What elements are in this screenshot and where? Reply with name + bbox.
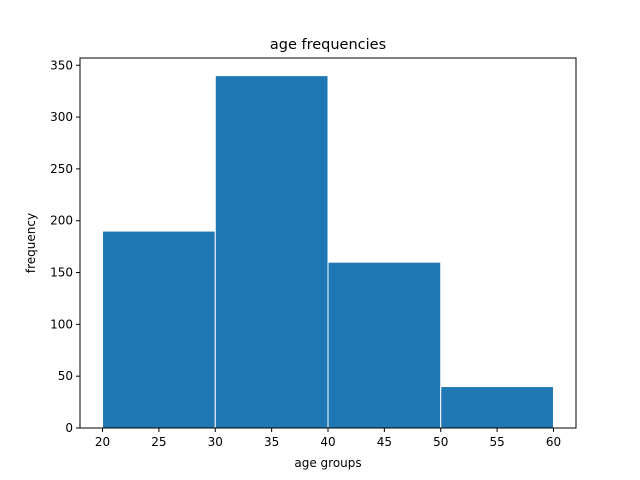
y-tick-label: 150 (50, 266, 73, 280)
x-axis-ticks: 20 25 30 35 40 45 50 55 60 (95, 428, 561, 449)
y-axis-ticks: 0 50 100 150 200 250 300 350 (50, 58, 80, 435)
x-tick-label: 20 (95, 435, 110, 449)
y-tick-label: 50 (58, 369, 73, 383)
y-tick-label: 0 (65, 421, 73, 435)
x-tick-label: 40 (320, 435, 335, 449)
x-axis-label: age groups (294, 456, 361, 470)
bars-group (102, 75, 554, 429)
bar-30-40 (214, 75, 329, 429)
x-tick-label: 35 (264, 435, 279, 449)
bar-40-50 (327, 261, 442, 429)
x-tick-label: 30 (208, 435, 223, 449)
plot-frame (79, 57, 577, 429)
x-tick-label: 45 (377, 435, 392, 449)
y-tick-label: 200 (50, 214, 73, 228)
x-tick-label: 55 (489, 435, 504, 449)
y-tick-label: 350 (50, 58, 73, 72)
bar-50-60 (440, 386, 554, 429)
y-tick-label: 300 (50, 110, 73, 124)
x-tick-label: 60 (546, 435, 561, 449)
chart-title: age frequencies (270, 37, 386, 53)
y-axis-label: frequency (24, 213, 38, 273)
y-tick-label: 250 (50, 162, 73, 176)
bar-20-30 (102, 230, 216, 429)
y-tick-label: 100 (50, 317, 73, 331)
x-tick-label: 50 (433, 435, 448, 449)
x-tick-label: 25 (151, 435, 166, 449)
